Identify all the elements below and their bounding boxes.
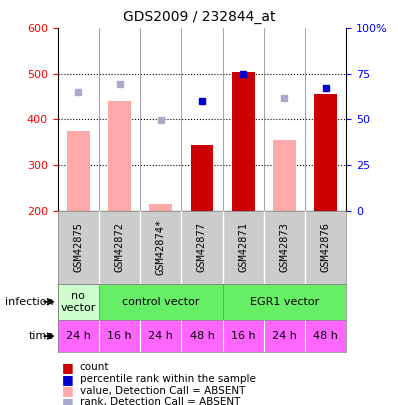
- Text: GSM42876: GSM42876: [321, 222, 331, 272]
- Text: GSM42874*: GSM42874*: [156, 219, 166, 275]
- Text: 16 h: 16 h: [231, 331, 256, 341]
- Text: rank, Detection Call = ABSENT: rank, Detection Call = ABSENT: [80, 397, 240, 405]
- Text: ■: ■: [62, 396, 74, 405]
- Text: infection: infection: [5, 297, 54, 307]
- Text: 24 h: 24 h: [272, 331, 297, 341]
- Text: GSM42873: GSM42873: [279, 222, 289, 272]
- Text: EGR1 vector: EGR1 vector: [250, 297, 319, 307]
- Text: 16 h: 16 h: [107, 331, 132, 341]
- Text: 24 h: 24 h: [148, 331, 173, 341]
- Text: time: time: [29, 331, 54, 341]
- Text: GDS2009 / 232844_at: GDS2009 / 232844_at: [123, 10, 275, 24]
- Bar: [314, 94, 337, 211]
- Text: no
vector: no vector: [60, 291, 96, 313]
- Bar: [149, 204, 172, 211]
- Text: GSM42872: GSM42872: [115, 222, 125, 272]
- Text: ■: ■: [62, 373, 74, 386]
- Bar: [273, 140, 296, 211]
- Bar: [222, 284, 346, 320]
- Text: GSM42871: GSM42871: [238, 222, 248, 272]
- Text: count: count: [80, 362, 109, 373]
- Bar: [58, 284, 99, 320]
- Text: 24 h: 24 h: [66, 331, 91, 341]
- Text: ■: ■: [62, 361, 74, 374]
- Text: 48 h: 48 h: [313, 331, 338, 341]
- Text: ■: ■: [62, 384, 74, 397]
- Text: 48 h: 48 h: [189, 331, 215, 341]
- Bar: [191, 145, 213, 211]
- Bar: [67, 131, 90, 211]
- Text: value, Detection Call = ABSENT: value, Detection Call = ABSENT: [80, 386, 245, 396]
- Text: control vector: control vector: [122, 297, 199, 307]
- Bar: [232, 72, 255, 211]
- Bar: [108, 101, 131, 211]
- Text: GSM42875: GSM42875: [73, 222, 83, 272]
- Bar: [99, 284, 222, 320]
- Text: percentile rank within the sample: percentile rank within the sample: [80, 374, 256, 384]
- Text: GSM42877: GSM42877: [197, 222, 207, 272]
